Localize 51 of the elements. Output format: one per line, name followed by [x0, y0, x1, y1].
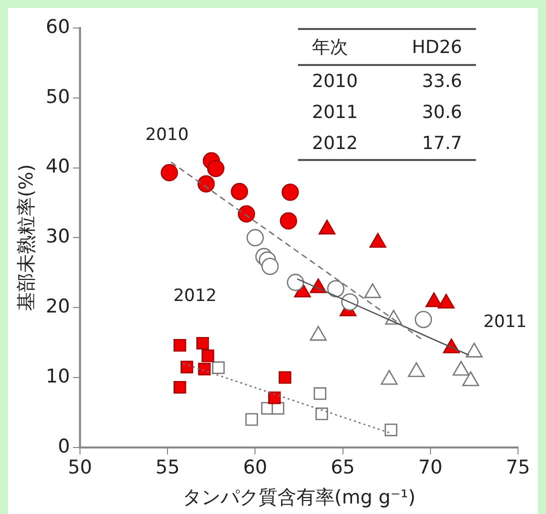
x-tick-label: 75 — [506, 456, 530, 479]
annotation: 2011 — [483, 312, 527, 332]
y-tick-label: 40 — [46, 156, 70, 178]
point — [202, 350, 214, 362]
point — [315, 408, 328, 420]
x-tick-label: 50 — [68, 456, 92, 479]
annotation: 2010 — [311, 70, 359, 94]
point — [278, 371, 292, 384]
y-tick-label: 50 — [46, 86, 70, 108]
point — [261, 258, 279, 276]
annotation: HD26 — [410, 36, 464, 60]
point — [314, 387, 326, 400]
point — [160, 164, 178, 182]
annotation: 17.7 — [421, 132, 464, 156]
point — [196, 336, 209, 350]
annotation: 2010 — [145, 125, 189, 145]
y-tick-label: 0 — [58, 435, 70, 458]
point — [174, 380, 186, 394]
point — [245, 413, 258, 426]
point — [230, 182, 248, 200]
point — [327, 280, 344, 298]
annotation: 2012 — [173, 286, 217, 306]
point — [280, 212, 298, 230]
annotation: 年次 — [311, 36, 349, 60]
point — [180, 360, 194, 374]
y-axis-title: 基部未熟粒率(%) — [15, 164, 38, 312]
point — [286, 274, 304, 292]
y-tick-label: 10 — [46, 365, 70, 388]
annotation: 2012 — [311, 132, 359, 156]
x-axis-title: タンパク質含有率(mg g⁻¹) — [182, 486, 416, 509]
point — [238, 205, 256, 223]
point — [198, 362, 211, 376]
point — [384, 424, 398, 436]
point — [212, 361, 225, 374]
x-tick-label: 65 — [330, 456, 355, 479]
x-tick-label: 55 — [155, 456, 180, 479]
point — [246, 229, 264, 246]
x-tick-label: 70 — [418, 456, 442, 479]
y-tick-label: 60 — [46, 16, 70, 38]
point — [174, 339, 186, 352]
y-tick-label: 30 — [46, 226, 70, 248]
annotation: 33.6 — [421, 70, 464, 94]
point — [414, 310, 432, 328]
annotation: 30.6 — [421, 101, 464, 125]
point — [268, 391, 281, 404]
annotation: 2011 — [311, 101, 359, 125]
point — [282, 184, 299, 201]
y-tick-label: 20 — [46, 296, 70, 318]
x-tick-label: 60 — [243, 456, 268, 479]
point — [207, 160, 224, 178]
point — [197, 175, 215, 193]
